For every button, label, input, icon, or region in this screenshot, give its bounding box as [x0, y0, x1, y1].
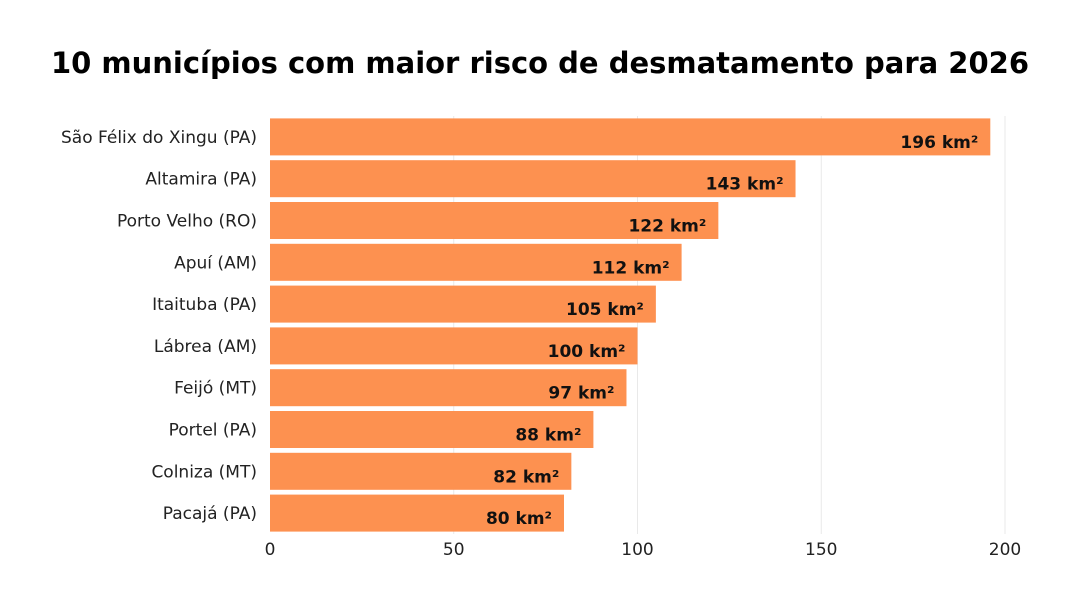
bar-9 [270, 494, 564, 532]
x-axis-ticks: 0 50 100 150 200 [265, 540, 1022, 560]
category-label-7: Portel (PA) [169, 421, 257, 441]
bar-0 [270, 118, 991, 156]
category-label-5: Lábrea (AM) [154, 337, 257, 357]
category-label-4: Itaituba (PA) [152, 295, 257, 315]
x-tick-label-1: 50 [443, 540, 465, 560]
category-label-3: Apuí (AM) [174, 253, 257, 273]
category-label-2: Porto Velho (RO) [117, 212, 257, 232]
data-label-3: 112 km² [592, 258, 670, 278]
data-label-7: 88 km² [515, 426, 581, 446]
x-tick-label-3: 150 [805, 540, 837, 560]
data-label-1: 143 km² [706, 175, 784, 195]
category-label-8: Colniza (MT) [151, 462, 257, 482]
data-labels: 196 km² 143 km² 122 km² 112 km² 105 km² 100 k… [486, 133, 978, 529]
x-tick-label-4: 200 [989, 540, 1021, 560]
bar-6 [270, 369, 627, 407]
category-label-9: Pacajá (PA) [163, 504, 257, 524]
bar-5 [270, 327, 638, 365]
data-label-2: 122 km² [628, 217, 706, 237]
category-label-6: Feijó (MT) [174, 379, 257, 399]
x-tick-label-0: 0 [265, 540, 276, 560]
chart-title: 10 municípios com maior risco de desmata… [51, 46, 1029, 80]
bar-7 [270, 411, 594, 448]
data-label-4: 105 km² [566, 300, 644, 320]
data-label-8: 82 km² [493, 467, 559, 487]
x-tick-label-2: 100 [621, 540, 653, 560]
bar-1 [270, 160, 796, 198]
data-label-6: 97 km² [548, 384, 614, 404]
data-label-0: 196 km² [900, 133, 978, 153]
data-label-9: 80 km² [486, 509, 552, 529]
data-label-5: 100 km² [548, 342, 626, 362]
category-label-0: São Félix do Xingu (PA) [61, 128, 257, 148]
bar-3 [270, 243, 682, 281]
bar-2 [270, 202, 719, 239]
bar-8 [270, 452, 572, 490]
bar-4 [270, 285, 656, 323]
bars [270, 118, 991, 532]
category-label-1: Altamira (PA) [145, 170, 257, 190]
category-labels: São Félix do Xingu (PA) Altamira (PA) Port… [61, 128, 257, 524]
